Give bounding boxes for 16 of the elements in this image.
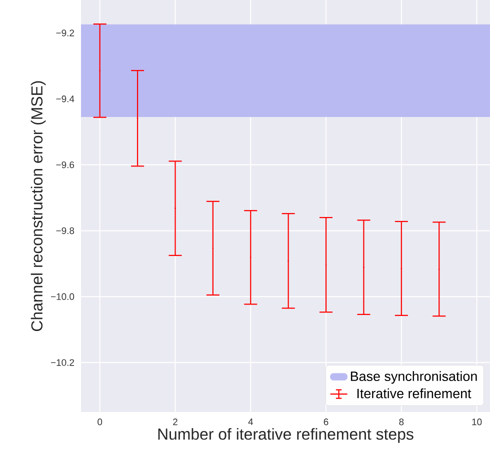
y-tick-label: −9.8 [56, 227, 74, 234]
y-tick-label: −10.0 [51, 293, 74, 300]
x-tick-label: 0 [98, 418, 102, 426]
x-tick-label: 6 [324, 418, 328, 426]
x-axis-title: Number of iterative refinement steps [158, 428, 414, 443]
x-tick-label: 8 [399, 418, 404, 426]
y-axis-title: Channel reconstruction error (MSE) [30, 81, 46, 331]
x-tick-label: 2 [173, 418, 178, 426]
y-tick-label: −9.6 [56, 161, 74, 168]
y-tick-label: −9.2 [56, 30, 74, 36]
x-tick-label: 10 [472, 418, 482, 426]
y-tick-label: −9.4 [56, 96, 74, 102]
legend-label: Base synchronisation [350, 371, 477, 384]
y-tick-label: −10.2 [51, 359, 74, 366]
legend-label: Iterative refinement [357, 388, 472, 398]
x-tick-label: 4 [248, 418, 253, 426]
